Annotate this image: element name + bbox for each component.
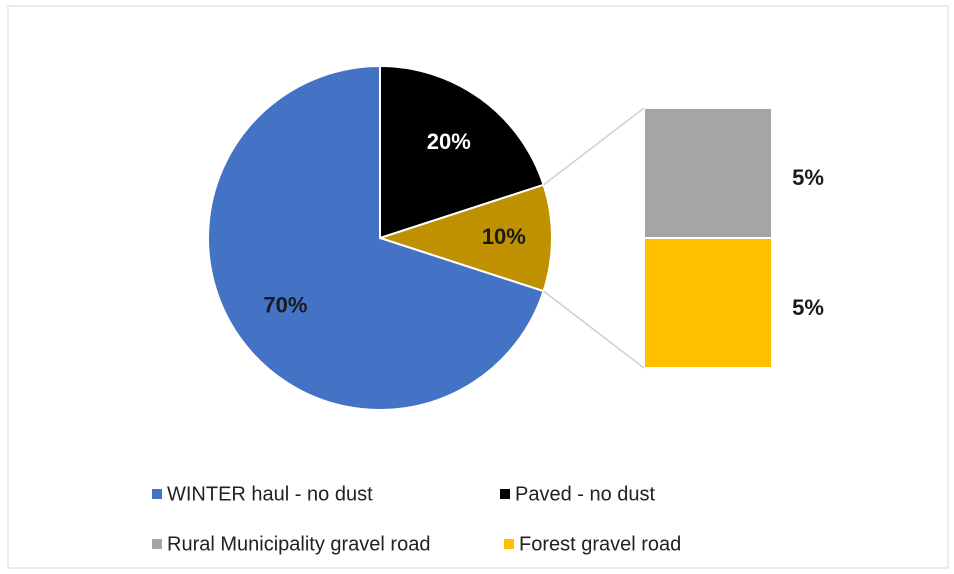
pie-slice <box>376 183 553 293</box>
connector-line <box>543 107 645 186</box>
connector-line <box>543 290 645 369</box>
pie-slice <box>207 64 545 411</box>
legend-swatch <box>152 489 162 499</box>
legend-swatch <box>504 539 514 549</box>
data-label: 20% <box>427 129 471 154</box>
data-label: 70% <box>263 293 307 318</box>
legend-swatch <box>152 539 162 549</box>
legend-label: Rural Municipality gravel road <box>167 533 430 555</box>
data-label: 5% <box>792 165 824 190</box>
bar-segment <box>643 237 773 369</box>
legend-swatch <box>500 489 510 499</box>
data-label: 10% <box>482 224 526 249</box>
legend-label: Paved - no dust <box>515 483 656 505</box>
bar-segment <box>643 107 773 239</box>
legend-label: Forest gravel road <box>519 533 681 555</box>
legend-label: WINTER haul - no dust <box>167 483 373 505</box>
data-label: 5% <box>792 295 824 320</box>
pie-slice <box>379 64 545 240</box>
